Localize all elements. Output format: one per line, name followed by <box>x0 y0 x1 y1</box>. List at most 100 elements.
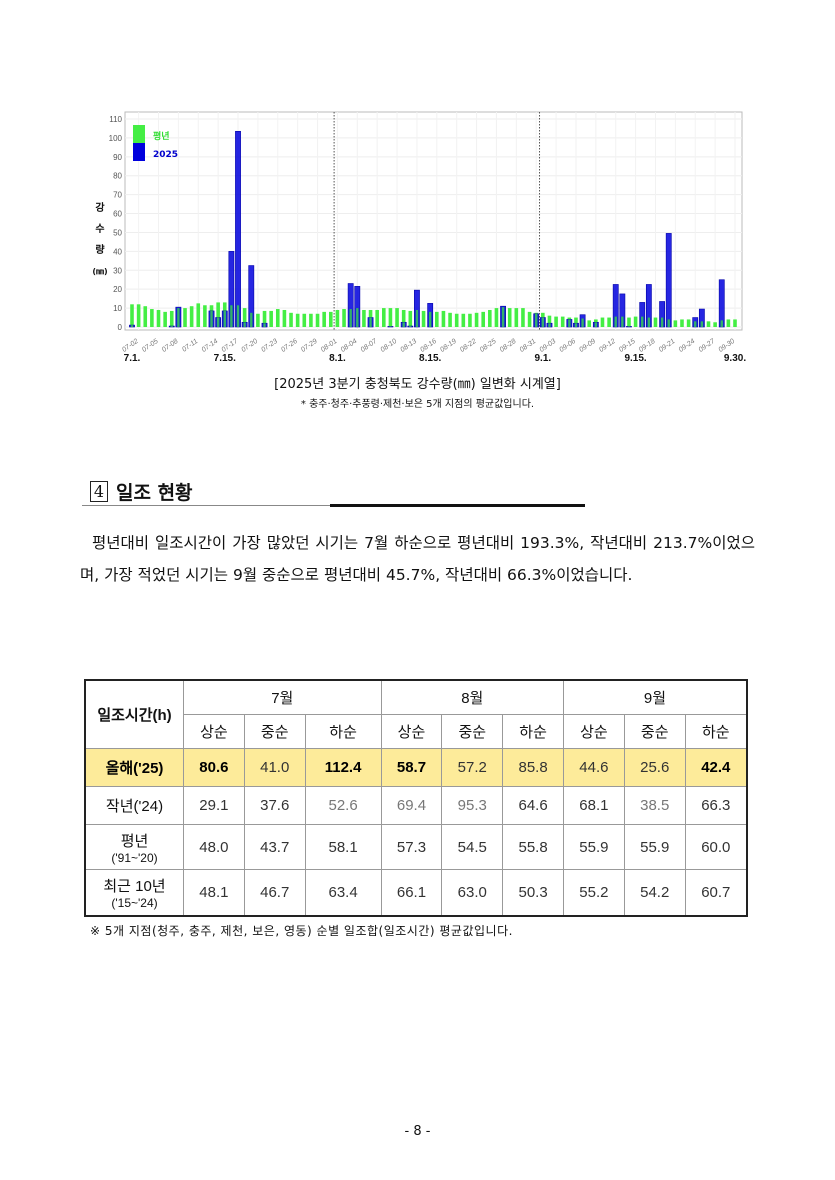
x-tick-label: 08-01 <box>320 338 339 354</box>
bar-normal <box>560 316 565 327</box>
bar-normal <box>269 310 273 327</box>
bar-normal <box>527 311 532 327</box>
bar-normal <box>587 320 592 327</box>
paragraph-text: 평년대비 일조시간이 가장 많았던 시기는 7월 하순으로 평년대비 193.3… <box>80 534 755 584</box>
x-tick-label: 08-16 <box>419 338 438 354</box>
bar-normal <box>441 310 446 327</box>
section-heading: 4 일조 현황 <box>90 478 193 505</box>
table-cell: 54.2 <box>623 869 686 917</box>
bar-normal <box>607 317 611 327</box>
bar-normal-overlay <box>621 316 624 327</box>
bar-normal <box>686 319 691 327</box>
bar-normal <box>189 306 194 327</box>
chart-caption: [2025년 3분기 충청북도 강수량(㎜) 일변화 시계열] <box>274 377 561 392</box>
legend-swatch-normal <box>133 125 145 143</box>
table-cell: 50.3 <box>502 869 564 917</box>
bar-normal <box>169 310 174 327</box>
bar-normal-overlay <box>627 326 631 327</box>
table-cell: 60.0 <box>684 824 748 870</box>
bar-normal <box>627 317 631 327</box>
x-tick-label: 08-19 <box>439 338 458 354</box>
y-axis-label: (㎜) <box>92 267 107 276</box>
table-cell: 66.3 <box>684 786 748 825</box>
bar-normal-overlay <box>349 309 352 327</box>
bar-2025 <box>718 279 725 328</box>
bar-normal-overlay <box>641 316 644 327</box>
bar-normal-overlay <box>369 317 372 327</box>
x-tick-label: 09-15 <box>618 338 637 354</box>
bar-2025 <box>665 233 672 328</box>
x-major-label: 7.1. <box>124 353 141 364</box>
precipitation-chart: 0 10 20 30 40 50 60 70 80 90 100 110 07-02 07-05 07-08… <box>92 111 746 364</box>
page-number: - 8 - <box>404 1124 431 1139</box>
bar-normal <box>143 306 148 327</box>
bar-normal <box>322 311 326 327</box>
bar-normal-overlay <box>594 322 598 327</box>
bar-normal <box>600 317 605 327</box>
bar-normal <box>401 309 406 327</box>
bar-normal <box>680 319 684 327</box>
table-cell: 69.4 <box>380 786 443 825</box>
bar-normal <box>183 308 187 327</box>
section-title: 일조 현황 <box>116 482 193 504</box>
y-tick-label: 100 <box>109 134 123 143</box>
plot-area <box>124 111 743 331</box>
bar-normal <box>295 313 300 327</box>
row-label: 작년('24) <box>84 786 184 825</box>
y-tick-label: 70 <box>113 191 122 200</box>
y-tick-label: 40 <box>113 247 122 256</box>
table-cell: 44.6 <box>563 748 625 787</box>
table-cell: 63.0 <box>441 869 504 917</box>
period-header: 중순 <box>623 714 686 749</box>
bar-normal <box>514 308 519 327</box>
table-cell: 58.7 <box>380 748 443 787</box>
bar-normal <box>468 313 472 327</box>
table-cell: 95.3 <box>441 786 504 825</box>
y-axis-label: 강 <box>95 201 105 214</box>
table-row: 평년 ('91~'20) 48.0 43.7 58.1 57.3 54.5 55.8 55.9 5… <box>84 824 748 870</box>
x-tick-label: 09-12 <box>598 338 617 354</box>
chart-note: * 충주·청주·추풍령·제천·보은 5개 지점의 평균값입니다. <box>300 399 535 410</box>
month-header: 8월 <box>380 679 565 715</box>
bar-normal <box>315 313 320 327</box>
bar-normal-overlay <box>535 313 538 327</box>
legend-label-2025: 2025 <box>153 150 178 160</box>
heading-rule-thick <box>330 504 585 507</box>
row-label-text: 평년 <box>120 832 149 850</box>
bar-normal-overlay <box>223 310 226 327</box>
bar-normal <box>302 313 307 327</box>
bar-normal-overlay <box>548 323 551 327</box>
bar-normal <box>435 311 439 327</box>
bar-normal-overlay <box>263 323 266 327</box>
x-tick-label: 09-21 <box>658 338 677 354</box>
bar-normal <box>481 311 485 327</box>
x-tick-label: 08-07 <box>360 337 380 354</box>
table-cell: 29.1 <box>183 786 245 825</box>
bar-normal <box>633 316 638 327</box>
x-tick-label: 08-22 <box>459 338 478 354</box>
bar-normal <box>673 320 678 327</box>
row-label: 최근 10년 ('15~'24) <box>84 869 184 917</box>
bar-2025 <box>235 130 241 328</box>
bar-normal-overlay <box>415 309 419 327</box>
x-tick-label: 09-06 <box>558 338 577 354</box>
row-label-text: 올해('25) <box>105 760 164 777</box>
table-row: 최근 10년 ('15~'24) 48.1 46.7 63.4 66.1 63.0 50.3 5… <box>84 869 748 917</box>
bar-normal <box>706 321 711 327</box>
bar-normal <box>289 312 293 327</box>
bar-normal <box>421 310 426 327</box>
legend-label-normal: 평년 <box>153 130 170 142</box>
bar-normal-overlay <box>660 317 664 327</box>
table-cell: 54.5 <box>441 824 504 870</box>
y-axis-label: 수 <box>95 223 104 235</box>
bar-normal-overlay <box>409 326 412 327</box>
table-cell: 58.1 <box>304 824 382 870</box>
bar-normal-overlay <box>230 305 233 327</box>
bar-normal <box>388 308 393 327</box>
bar-normal <box>547 315 552 327</box>
bar-normal-overlay <box>130 325 134 327</box>
row-label: 평년 ('91~'20) <box>84 824 184 870</box>
table-cell: 63.4 <box>304 869 382 917</box>
bar-normal <box>335 309 340 327</box>
x-major-label: 9.15. <box>624 353 646 364</box>
